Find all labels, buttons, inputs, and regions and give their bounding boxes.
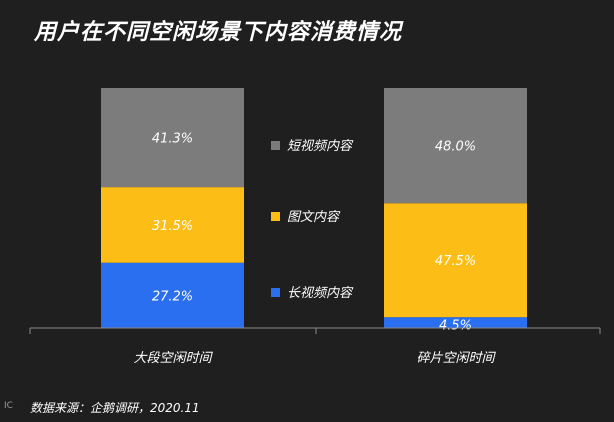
bar-segment	[384, 203, 527, 318]
legend-label: 短视频内容	[287, 138, 354, 154]
legend-swatch	[271, 212, 280, 221]
data-label: 41.3%	[152, 132, 193, 147]
bar-segment	[101, 262, 244, 328]
legend-swatch	[271, 141, 280, 150]
legend-label: 图文内容	[287, 209, 341, 225]
bar-segment	[384, 88, 527, 204]
legend-swatch	[271, 288, 280, 297]
bar-segment	[101, 187, 244, 263]
data-label: 4.5%	[439, 319, 472, 334]
logo-text: IC	[4, 401, 13, 411]
data-label: 31.5%	[152, 219, 193, 234]
x-tick-label: 大段空闲时间	[133, 351, 213, 366]
data-label: 47.5%	[435, 254, 476, 269]
bar-segment	[384, 317, 527, 328]
bar-segment	[101, 88, 244, 188]
data-label: 48.0%	[435, 140, 476, 155]
chart-title: 用户在不同空闲场景下内容消费情况	[34, 20, 403, 45]
legend-label: 长视频内容	[287, 285, 354, 301]
data-label: 27.2%	[152, 289, 193, 304]
x-tick-label: 碎片空闲时间	[416, 351, 496, 366]
data-source-note: 数据来源：企鹅调研，2020.11	[30, 401, 200, 415]
